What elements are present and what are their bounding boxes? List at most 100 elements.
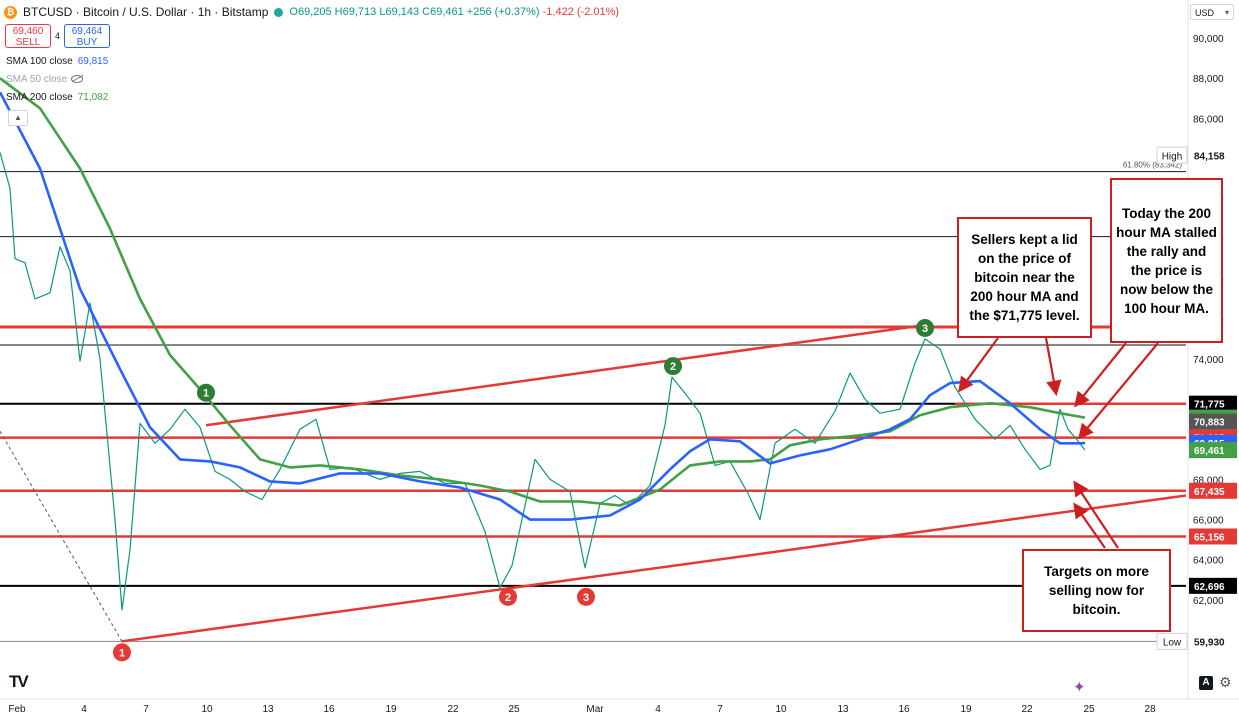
market-status-icon bbox=[274, 7, 284, 17]
buy-button[interactable]: 69,464 BUY bbox=[64, 24, 111, 48]
x-tick-label: Feb bbox=[8, 704, 26, 715]
annotation-arrow bbox=[1073, 502, 1106, 549]
annotation-arrow bbox=[1044, 337, 1062, 397]
wave-marker-label: 2 bbox=[670, 361, 676, 373]
buy-price: 69,464 bbox=[71, 26, 103, 37]
sma-line bbox=[0, 91, 1086, 521]
y-tick-label: 68,000 bbox=[1193, 475, 1224, 486]
price-axis-label: High 84,158 bbox=[1156, 146, 1237, 164]
series-layer bbox=[0, 77, 1086, 611]
price-line bbox=[0, 152, 1086, 611]
wave-marker bbox=[916, 318, 934, 337]
price-label-box bbox=[1189, 482, 1237, 499]
x-tick-label: 16 bbox=[898, 704, 910, 715]
wave-marker-label: 3 bbox=[583, 592, 589, 604]
price-label-text: 67,435 bbox=[1194, 487, 1225, 498]
tradingview-logo: TV bbox=[9, 672, 29, 691]
x-tick-label: 7 bbox=[143, 704, 149, 715]
y-tick-label: 64,000 bbox=[1193, 556, 1224, 567]
ohlc-high: H69,713 bbox=[334, 6, 377, 18]
price-label-text: 71,775 bbox=[1194, 400, 1225, 411]
y-tick-label: 90,000 bbox=[1193, 34, 1224, 45]
wave-marker-label: 1 bbox=[203, 388, 209, 400]
y-tick-label: 86,000 bbox=[1193, 114, 1224, 125]
price-label-box bbox=[1189, 147, 1237, 164]
wave-marker-label: 3 bbox=[922, 323, 928, 335]
sell-button[interactable]: 69,460 SELL bbox=[5, 24, 51, 48]
y-tick-label: 88,000 bbox=[1193, 74, 1224, 85]
x-tick-label: 13 bbox=[837, 704, 849, 715]
wave-marker bbox=[577, 587, 595, 606]
price-label-prefix: High bbox=[1162, 151, 1183, 162]
x-tick-label: 10 bbox=[775, 704, 787, 715]
wave-marker-label: 1 bbox=[119, 647, 125, 659]
ohlc-change: +256 (+0.37%) bbox=[466, 6, 540, 18]
price-axis-label: 67,435 bbox=[1189, 482, 1237, 499]
price-label-box bbox=[1189, 413, 1237, 430]
collapse-legend-button[interactable]: ▲ bbox=[8, 110, 28, 126]
bitcoin-icon: ₿ bbox=[4, 5, 17, 19]
chevron-down-icon: ▾ bbox=[1224, 8, 1229, 17]
buy-label: BUY bbox=[76, 37, 98, 48]
symbol-header[interactable]: ₿ BTCUSD · Bitcoin / U.S. Dollar · 1h · … bbox=[4, 2, 619, 22]
x-tick-label: 4 bbox=[81, 704, 87, 715]
x-tick-label: 22 bbox=[1021, 704, 1033, 715]
price-label-box bbox=[1189, 442, 1237, 459]
indicator-sma50[interactable]: SMA 50 close bbox=[6, 74, 84, 85]
sparkle-icon[interactable]: ✦ bbox=[1073, 679, 1086, 696]
x-tick-label: 25 bbox=[508, 704, 520, 715]
price-label-box bbox=[1189, 577, 1237, 594]
price-label-text: 84,158 bbox=[1194, 151, 1225, 162]
eye-hidden-icon[interactable] bbox=[71, 75, 84, 84]
x-tick-label: 25 bbox=[1083, 704, 1095, 715]
fib-label: 61.80% (83,342) bbox=[1123, 161, 1182, 170]
indicator-label: SMA 50 close bbox=[6, 74, 68, 85]
wave-marker bbox=[664, 357, 682, 376]
indicator-value: 69,815 bbox=[77, 56, 109, 67]
price-axis-label: 71,775 bbox=[1189, 395, 1237, 412]
x-tick-label: 28 bbox=[1144, 704, 1156, 715]
auto-scale-button[interactable]: A bbox=[1199, 676, 1213, 690]
annotation-arrow bbox=[958, 337, 999, 393]
wave-markers: 1 2 3 1 2 3 bbox=[113, 318, 934, 662]
price-labels: High84,15871,77571,08270,88370,08569,815… bbox=[1156, 146, 1237, 650]
annotation-arrow bbox=[1073, 480, 1119, 549]
x-tick-label: 19 bbox=[960, 704, 972, 715]
x-tick-label: 13 bbox=[262, 704, 274, 715]
gear-icon[interactable]: ⚙ bbox=[1219, 674, 1232, 690]
indicator-sma200[interactable]: SMA 200 close 71,082 bbox=[6, 92, 108, 103]
annotation-sellers: Sellers kept a lid on the price of bitco… bbox=[957, 217, 1092, 338]
indicator-sma100[interactable]: SMA 100 close 69,815 bbox=[6, 56, 108, 67]
y-tick-label: 62,000 bbox=[1193, 596, 1224, 607]
x-tick-label: 4 bbox=[655, 704, 661, 715]
price-axis-label: 62,696 bbox=[1189, 577, 1237, 594]
currency-label: USD bbox=[1195, 8, 1215, 18]
x-tick-label: 10 bbox=[201, 704, 213, 715]
annotation-arrows bbox=[958, 337, 1159, 549]
y-tick-label: 74,000 bbox=[1193, 355, 1224, 366]
wave-marker bbox=[197, 383, 215, 402]
trade-buttons: 69,460 SELL 4 69,464 BUY bbox=[5, 24, 111, 48]
ohlc-values: O69,205 H69,713 L69,143 C69,461 +256 (+0… bbox=[289, 6, 619, 18]
sma-line bbox=[0, 77, 1086, 507]
x-tick-label: Mar bbox=[586, 704, 604, 715]
wave-marker bbox=[113, 643, 131, 662]
price-label-text: 65,156 bbox=[1194, 532, 1225, 543]
sell-label: SELL bbox=[15, 37, 41, 48]
indicator-label: SMA 200 close bbox=[6, 92, 73, 103]
spread-value: 4 bbox=[55, 31, 61, 41]
symbol-title: BTCUSD · Bitcoin / U.S. Dollar · 1h · Bi… bbox=[23, 5, 269, 19]
fib-dashed-line bbox=[0, 431, 123, 642]
x-tick-label: 19 bbox=[385, 704, 397, 715]
y-tick-label: 66,000 bbox=[1193, 516, 1224, 527]
annotation-arrow bbox=[1078, 342, 1159, 440]
indicator-value: 71,082 bbox=[77, 92, 109, 103]
currency-select[interactable]: USD ▾ bbox=[1190, 4, 1234, 20]
annotation-targets: Targets on more selling now for bitcoin. bbox=[1022, 549, 1171, 632]
indicator-label: SMA 100 close bbox=[6, 56, 73, 67]
price-label-box bbox=[1189, 395, 1237, 412]
price-label-prefix-box bbox=[1156, 146, 1188, 164]
annotation-arrow bbox=[1074, 342, 1127, 408]
ohlc-change-2: -1,422 (-2.01%) bbox=[542, 6, 620, 18]
